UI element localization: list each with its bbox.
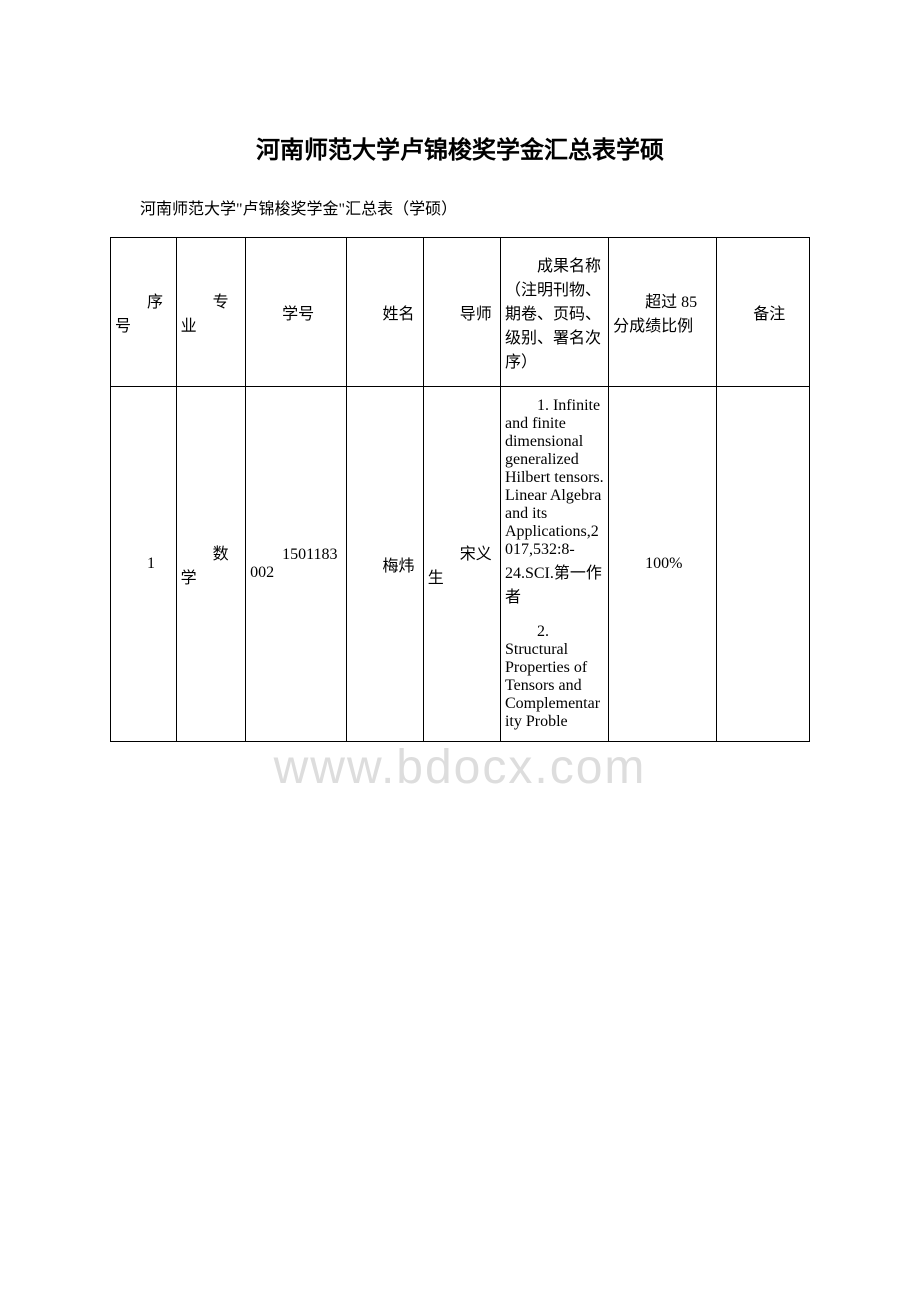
header-achievement: 成果名称（注明刊物、期卷、页码、级别、署名次序） <box>500 238 608 387</box>
cell-seq: 1 <box>111 387 177 742</box>
achievement-item: 2. Structural Properties of Tensors and … <box>505 623 604 731</box>
header-ratio: 超过 85分成绩比例 <box>609 238 717 387</box>
header-name: 姓名 <box>346 238 423 387</box>
cell-major: 数学 <box>176 387 246 742</box>
summary-table: 序号 专业 学号 姓名 导师 成果名称（注明刊物、期卷、页码、级别、署名次序） … <box>110 237 810 742</box>
watermark-text: www.bdocx.com <box>0 740 920 795</box>
document-title: 河南师范大学卢锦梭奖学金汇总表学硕 <box>110 130 810 165</box>
table-header-row: 序号 专业 学号 姓名 导师 成果名称（注明刊物、期卷、页码、级别、署名次序） … <box>111 238 810 387</box>
header-major: 专业 <box>176 238 246 387</box>
header-advisor: 导师 <box>423 238 500 387</box>
header-remark: 备注 <box>717 238 810 387</box>
header-seq: 序号 <box>111 238 177 387</box>
cell-remark <box>717 387 810 742</box>
cell-achievement: 1. Infinite and finite dimensional gener… <box>500 387 608 742</box>
document-subtitle: 河南师范大学"卢锦梭奖学金"汇总表（学硕） <box>140 195 810 219</box>
cell-name: 梅炜 <box>346 387 423 742</box>
header-student-id: 学号 <box>246 238 346 387</box>
table-row: 1 数学 1501183002 梅炜 宋义生 1. Infinite and f… <box>111 387 810 742</box>
achievement-item: 1. Infinite and finite dimensional gener… <box>505 397 604 607</box>
cell-student-id: 1501183002 <box>246 387 346 742</box>
cell-ratio: 100% <box>609 387 717 742</box>
cell-advisor: 宋义生 <box>423 387 500 742</box>
